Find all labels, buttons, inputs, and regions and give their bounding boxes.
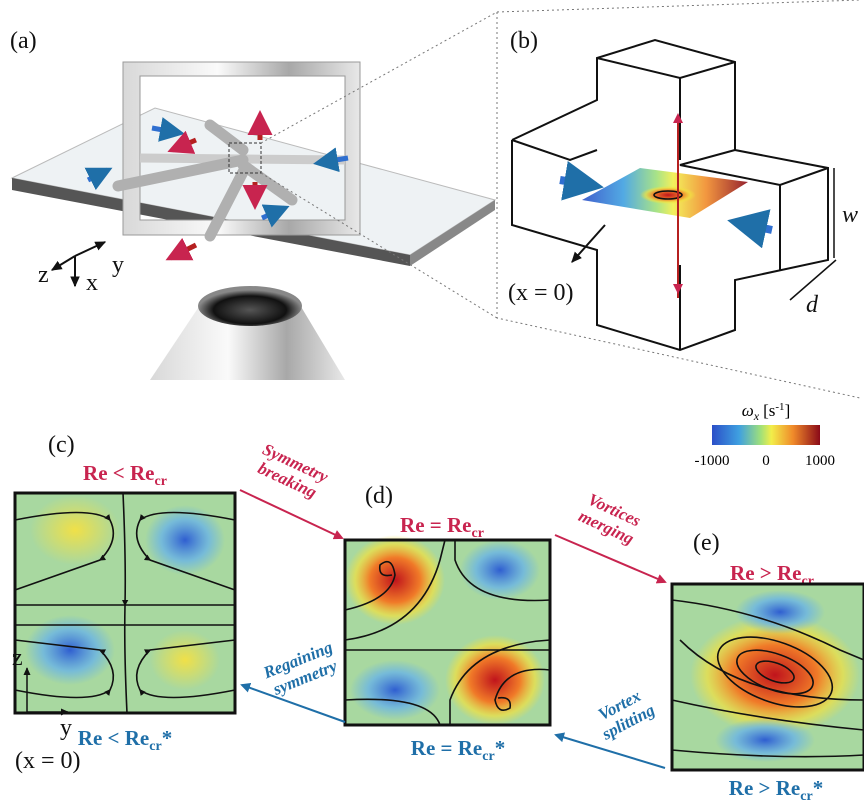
text-part: Re = Re (400, 513, 471, 537)
condition-label: Re = Recr* (411, 736, 505, 764)
text-part: Re > Re (730, 561, 801, 585)
shape (261, 12, 497, 143)
text-part: cr (800, 789, 812, 801)
axis-label: x (86, 270, 98, 296)
shape (75, 242, 105, 256)
figure: (a) z x y (b) (x = 0) w d (0, 0, 864, 801)
colorbar-tick: -1000 (695, 453, 730, 469)
transition-label: Symmetrybreaking (252, 440, 332, 504)
shape (735, 590, 825, 634)
shape (712, 425, 820, 445)
transition-label: Regainingsymmetry (260, 637, 343, 700)
shape (345, 535, 445, 625)
shape (30, 495, 120, 565)
colorbar-tick: 1000 (805, 453, 835, 469)
colorbar-title: ωx[s-1] (742, 401, 790, 423)
panel-a: (a) z x y (10, 28, 495, 380)
panel-e: (e) Re > Recr Re > Recr* (672, 530, 864, 801)
panel-label: (a) (10, 28, 37, 54)
shape (460, 540, 540, 600)
condition-label: Re < Recr (83, 461, 167, 489)
shape (350, 660, 440, 720)
text-part: ] (785, 401, 791, 420)
text-part: cr (155, 474, 167, 489)
plane-label: (x = 0) (508, 280, 574, 306)
panel-label: (d) (365, 483, 393, 509)
dimension-label: d (806, 292, 819, 318)
transition-label: Vortexsplitting (589, 683, 658, 744)
axis-label: z (12, 645, 23, 671)
shape (597, 58, 735, 78)
colorbar: ωx[s-1] -1000 0 1000 (695, 401, 836, 469)
shape (240, 490, 342, 538)
text-part: Re = Re (411, 736, 482, 760)
text-part: Re > Re (729, 776, 800, 800)
shape (555, 535, 665, 582)
text-part: * (495, 736, 506, 760)
colorbar-tick: 0 (762, 453, 770, 469)
panel-label: (e) (693, 530, 720, 556)
condition-label: Re = Recr (400, 513, 484, 541)
shape (52, 256, 75, 270)
shape (560, 180, 596, 186)
panel-c: (c) Re < Recr Re < Recr* (15, 432, 235, 754)
text-part: ω (742, 401, 754, 420)
text-part: [s (763, 401, 775, 420)
panel-d: (d) Re = Recr Re = Recr* (345, 483, 550, 764)
shape (198, 286, 302, 326)
transition-label: Vorticesmerging (576, 489, 646, 548)
shape (512, 140, 597, 160)
shape (497, 0, 860, 12)
axis-label: y (60, 715, 72, 741)
panel-label: (b) (510, 28, 538, 54)
shape (640, 186, 696, 204)
text-part: Re < Re (78, 726, 149, 750)
text-part: * (162, 726, 173, 750)
text-part: -1 (775, 401, 784, 413)
dimension-label: w (842, 202, 858, 228)
shape (735, 222, 772, 230)
text-part: Re < Re (83, 461, 154, 485)
panel-label: (c) (48, 432, 75, 458)
text-part: * (813, 776, 824, 800)
shape (150, 630, 220, 690)
shape (170, 245, 196, 258)
text-part: cr (482, 749, 494, 764)
condition-label: Re < Recr* (78, 726, 172, 754)
plane-label: (x = 0) (15, 748, 81, 774)
panel-b: (b) (x = 0) w d (508, 28, 858, 350)
condition-label: Re > Recr* (729, 776, 823, 801)
axis-label: y (112, 252, 124, 278)
text-part: x (753, 409, 760, 423)
axis-label: z (38, 262, 49, 288)
text-part: cr (149, 739, 161, 754)
